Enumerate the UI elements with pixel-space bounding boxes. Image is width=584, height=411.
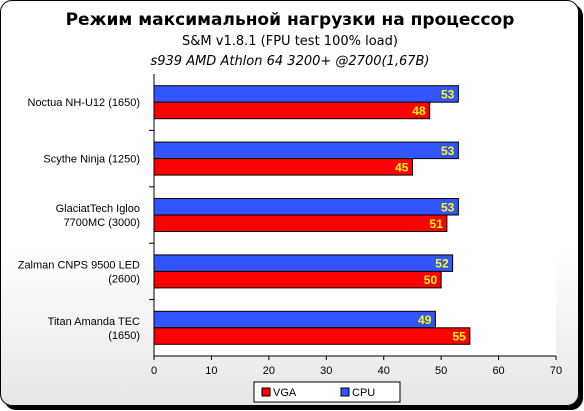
data-label-cpu-3: 52 [435,257,449,271]
legend: VGA CPU [253,381,401,403]
x-tick-label-7: 70 [550,365,562,377]
legend-swatch-vga [261,387,271,397]
data-label-cpu-1: 53 [441,144,455,158]
bar-cpu-3 [153,254,454,272]
bar-cpu-0 [153,85,459,103]
x-tick-label-5: 50 [435,365,447,377]
legend-label-vga: VGA [273,387,297,399]
category-label-4-line-1: (1650) [108,330,140,342]
chart-title: Режим максимальной нагрузки на процессор [66,10,515,30]
legend-swatch-cpu [340,387,350,397]
data-label-vga-1: 45 [395,160,409,174]
x-tick-label-6: 60 [492,365,504,377]
category-label-1: Scythe Ninja (1250) [43,154,140,166]
bar-vga-4 [153,327,471,345]
x-tick-label-2: 20 [263,365,275,377]
legend-box [253,381,401,403]
bar-cpu-4 [153,310,436,329]
bar-vga-2 [153,214,448,232]
bar-vga-3 [153,270,442,289]
x-tick-label-4: 40 [378,365,390,377]
chart-subtitle: S&M v1.8.1 (FPU test 100% load) [182,34,398,49]
x-tick-label-3: 30 [320,365,332,377]
category-label-2-line-0: GlaciatTech Igloo [56,203,140,215]
data-label-vga-0: 48 [412,104,426,118]
data-label-cpu-0: 53 [441,87,455,101]
plot-area: 53 48 Noctua NH-U12 (1650) 53 45 Scythe Ninja… [18,74,562,377]
bar-vga-1 [153,158,413,176]
bar-vga-0 [153,101,431,120]
category-label-4-line-0: Titan Amanda TEC [48,316,140,328]
data-label-vga-3: 50 [424,273,438,287]
category-label-2-line-1: 7700MC (3000) [64,217,140,229]
chart-subtitle-2: s939 AMD Athlon 64 3200+ @2700(1,67В) [150,54,429,69]
bar-cpu-2 [153,198,459,216]
x-tick-label-0: 0 [151,365,157,377]
bar-cpu-1 [153,141,459,160]
data-label-vga-4: 55 [452,330,466,344]
legend-label-cpu: CPU [352,387,375,399]
data-label-vga-2: 51 [430,217,444,231]
x-tick-label-1: 10 [205,365,217,377]
category-label-3-line-1: (2600) [108,273,140,285]
category-label-0: Noctua NH-U12 (1650) [28,97,141,109]
data-label-cpu-4: 49 [418,313,432,327]
category-label-3-line-0: Zalman CNPS 9500 LED [18,259,140,271]
data-label-cpu-2: 53 [441,200,455,214]
